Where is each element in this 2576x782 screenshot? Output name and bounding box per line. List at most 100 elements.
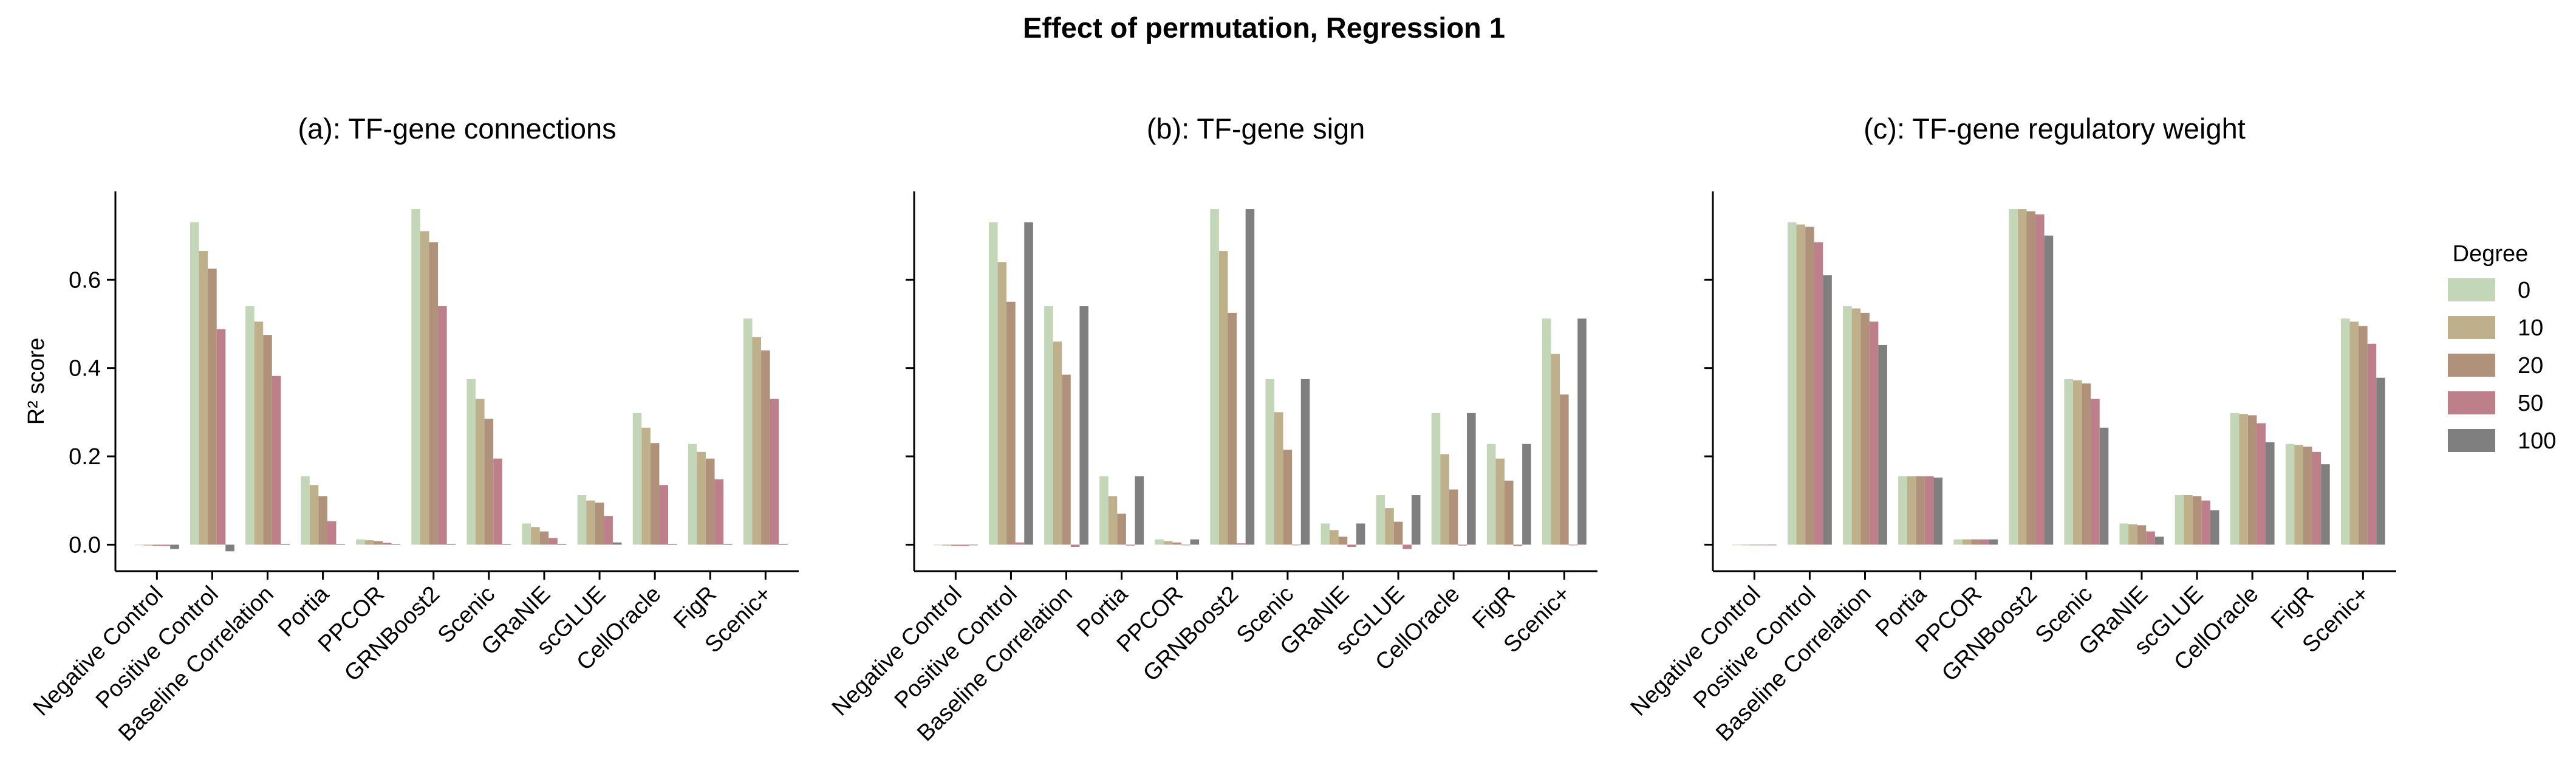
bar bbox=[1265, 379, 1275, 545]
bar bbox=[2009, 209, 2018, 545]
bar bbox=[2312, 451, 2321, 545]
bar bbox=[190, 222, 199, 545]
bar bbox=[1449, 489, 1458, 545]
bar bbox=[245, 306, 255, 545]
bar bbox=[161, 544, 171, 546]
bar bbox=[2257, 423, 2266, 545]
bar bbox=[1300, 379, 1310, 545]
bar bbox=[632, 413, 642, 545]
bar bbox=[484, 419, 494, 545]
bar bbox=[2321, 464, 2330, 545]
bar bbox=[2192, 496, 2202, 545]
bar bbox=[1330, 530, 1339, 545]
bar bbox=[1504, 481, 1514, 545]
bar bbox=[1823, 275, 1832, 545]
bar bbox=[1869, 321, 1879, 545]
bar bbox=[2099, 427, 2109, 545]
bar bbox=[1237, 543, 1246, 545]
bar bbox=[1431, 413, 1441, 545]
bar bbox=[604, 516, 613, 545]
bar bbox=[1385, 508, 1394, 545]
bar bbox=[2073, 380, 2082, 545]
bar bbox=[2359, 326, 2368, 545]
bar bbox=[1117, 513, 1126, 545]
bar bbox=[2146, 531, 2155, 545]
bar bbox=[1356, 523, 1365, 545]
bar bbox=[1495, 458, 1505, 545]
bar bbox=[1376, 495, 1385, 545]
bar bbox=[1411, 495, 1421, 545]
bar bbox=[1513, 544, 1523, 546]
bar bbox=[714, 479, 724, 545]
bar bbox=[641, 427, 651, 545]
bar bbox=[1393, 521, 1403, 545]
bar bbox=[933, 544, 943, 546]
panel-title: (a): TF-gene connections bbox=[298, 112, 616, 145]
bar bbox=[208, 269, 217, 545]
bar bbox=[170, 544, 179, 549]
bar bbox=[2210, 510, 2219, 545]
bar bbox=[1155, 539, 1164, 545]
bar bbox=[1568, 544, 1578, 546]
bar bbox=[1542, 318, 1551, 545]
y-tick-label: 0.2 bbox=[69, 444, 101, 470]
bar bbox=[2266, 442, 2275, 545]
bar bbox=[2349, 321, 2359, 545]
bar bbox=[374, 541, 383, 545]
bar bbox=[770, 399, 779, 545]
bar bbox=[531, 527, 540, 545]
bar bbox=[1006, 301, 1016, 545]
bar bbox=[1024, 222, 1033, 545]
bar bbox=[1172, 542, 1181, 545]
bar bbox=[2239, 414, 2248, 545]
bar bbox=[411, 209, 420, 545]
bar bbox=[595, 502, 604, 545]
bar bbox=[612, 542, 622, 545]
bar bbox=[356, 539, 365, 545]
bar bbox=[1551, 354, 1560, 545]
bar bbox=[2285, 444, 2295, 545]
bar bbox=[1467, 413, 1476, 545]
legend-swatch bbox=[2448, 278, 2495, 301]
bar bbox=[1126, 544, 1135, 546]
legend-item: 100 bbox=[2448, 428, 2556, 454]
bar bbox=[1971, 539, 1980, 545]
bar bbox=[1953, 539, 1963, 545]
bar bbox=[577, 495, 587, 545]
bar bbox=[1805, 227, 1814, 545]
bar bbox=[1070, 544, 1080, 547]
bar bbox=[1163, 541, 1173, 545]
bar bbox=[1787, 222, 1797, 545]
bar bbox=[2340, 318, 2350, 545]
bar bbox=[1577, 318, 1587, 545]
bar bbox=[429, 242, 439, 545]
bar bbox=[1814, 242, 1823, 545]
bar bbox=[969, 544, 978, 546]
bar bbox=[2017, 209, 2027, 545]
bar bbox=[1338, 537, 1348, 545]
y-tick-label: 0.6 bbox=[69, 267, 101, 293]
bar bbox=[2376, 377, 2385, 545]
bar bbox=[1989, 539, 1998, 545]
bar bbox=[1245, 209, 1255, 545]
bar bbox=[272, 376, 281, 545]
legend-swatch bbox=[2448, 391, 2495, 414]
bar bbox=[1486, 444, 1496, 545]
bar bbox=[1898, 476, 1907, 545]
bar bbox=[659, 485, 669, 545]
legend-item: 20 bbox=[2448, 353, 2543, 379]
legend-label: 50 bbox=[2518, 391, 2543, 416]
bar bbox=[1218, 251, 1228, 545]
bar bbox=[951, 544, 960, 546]
bar bbox=[1190, 539, 1200, 545]
bar bbox=[1079, 306, 1088, 545]
legend-item: 10 bbox=[2448, 315, 2543, 341]
legend-swatch bbox=[2448, 429, 2495, 452]
legend-label: 100 bbox=[2518, 428, 2556, 454]
bar bbox=[1274, 412, 1283, 545]
legend-title: Degree bbox=[2453, 241, 2529, 267]
chart-panels: (a): TF-gene connections 0.0 0.2 0.4 0.6 R² s… bbox=[24, 112, 2396, 746]
legend-label: 0 bbox=[2518, 278, 2530, 303]
